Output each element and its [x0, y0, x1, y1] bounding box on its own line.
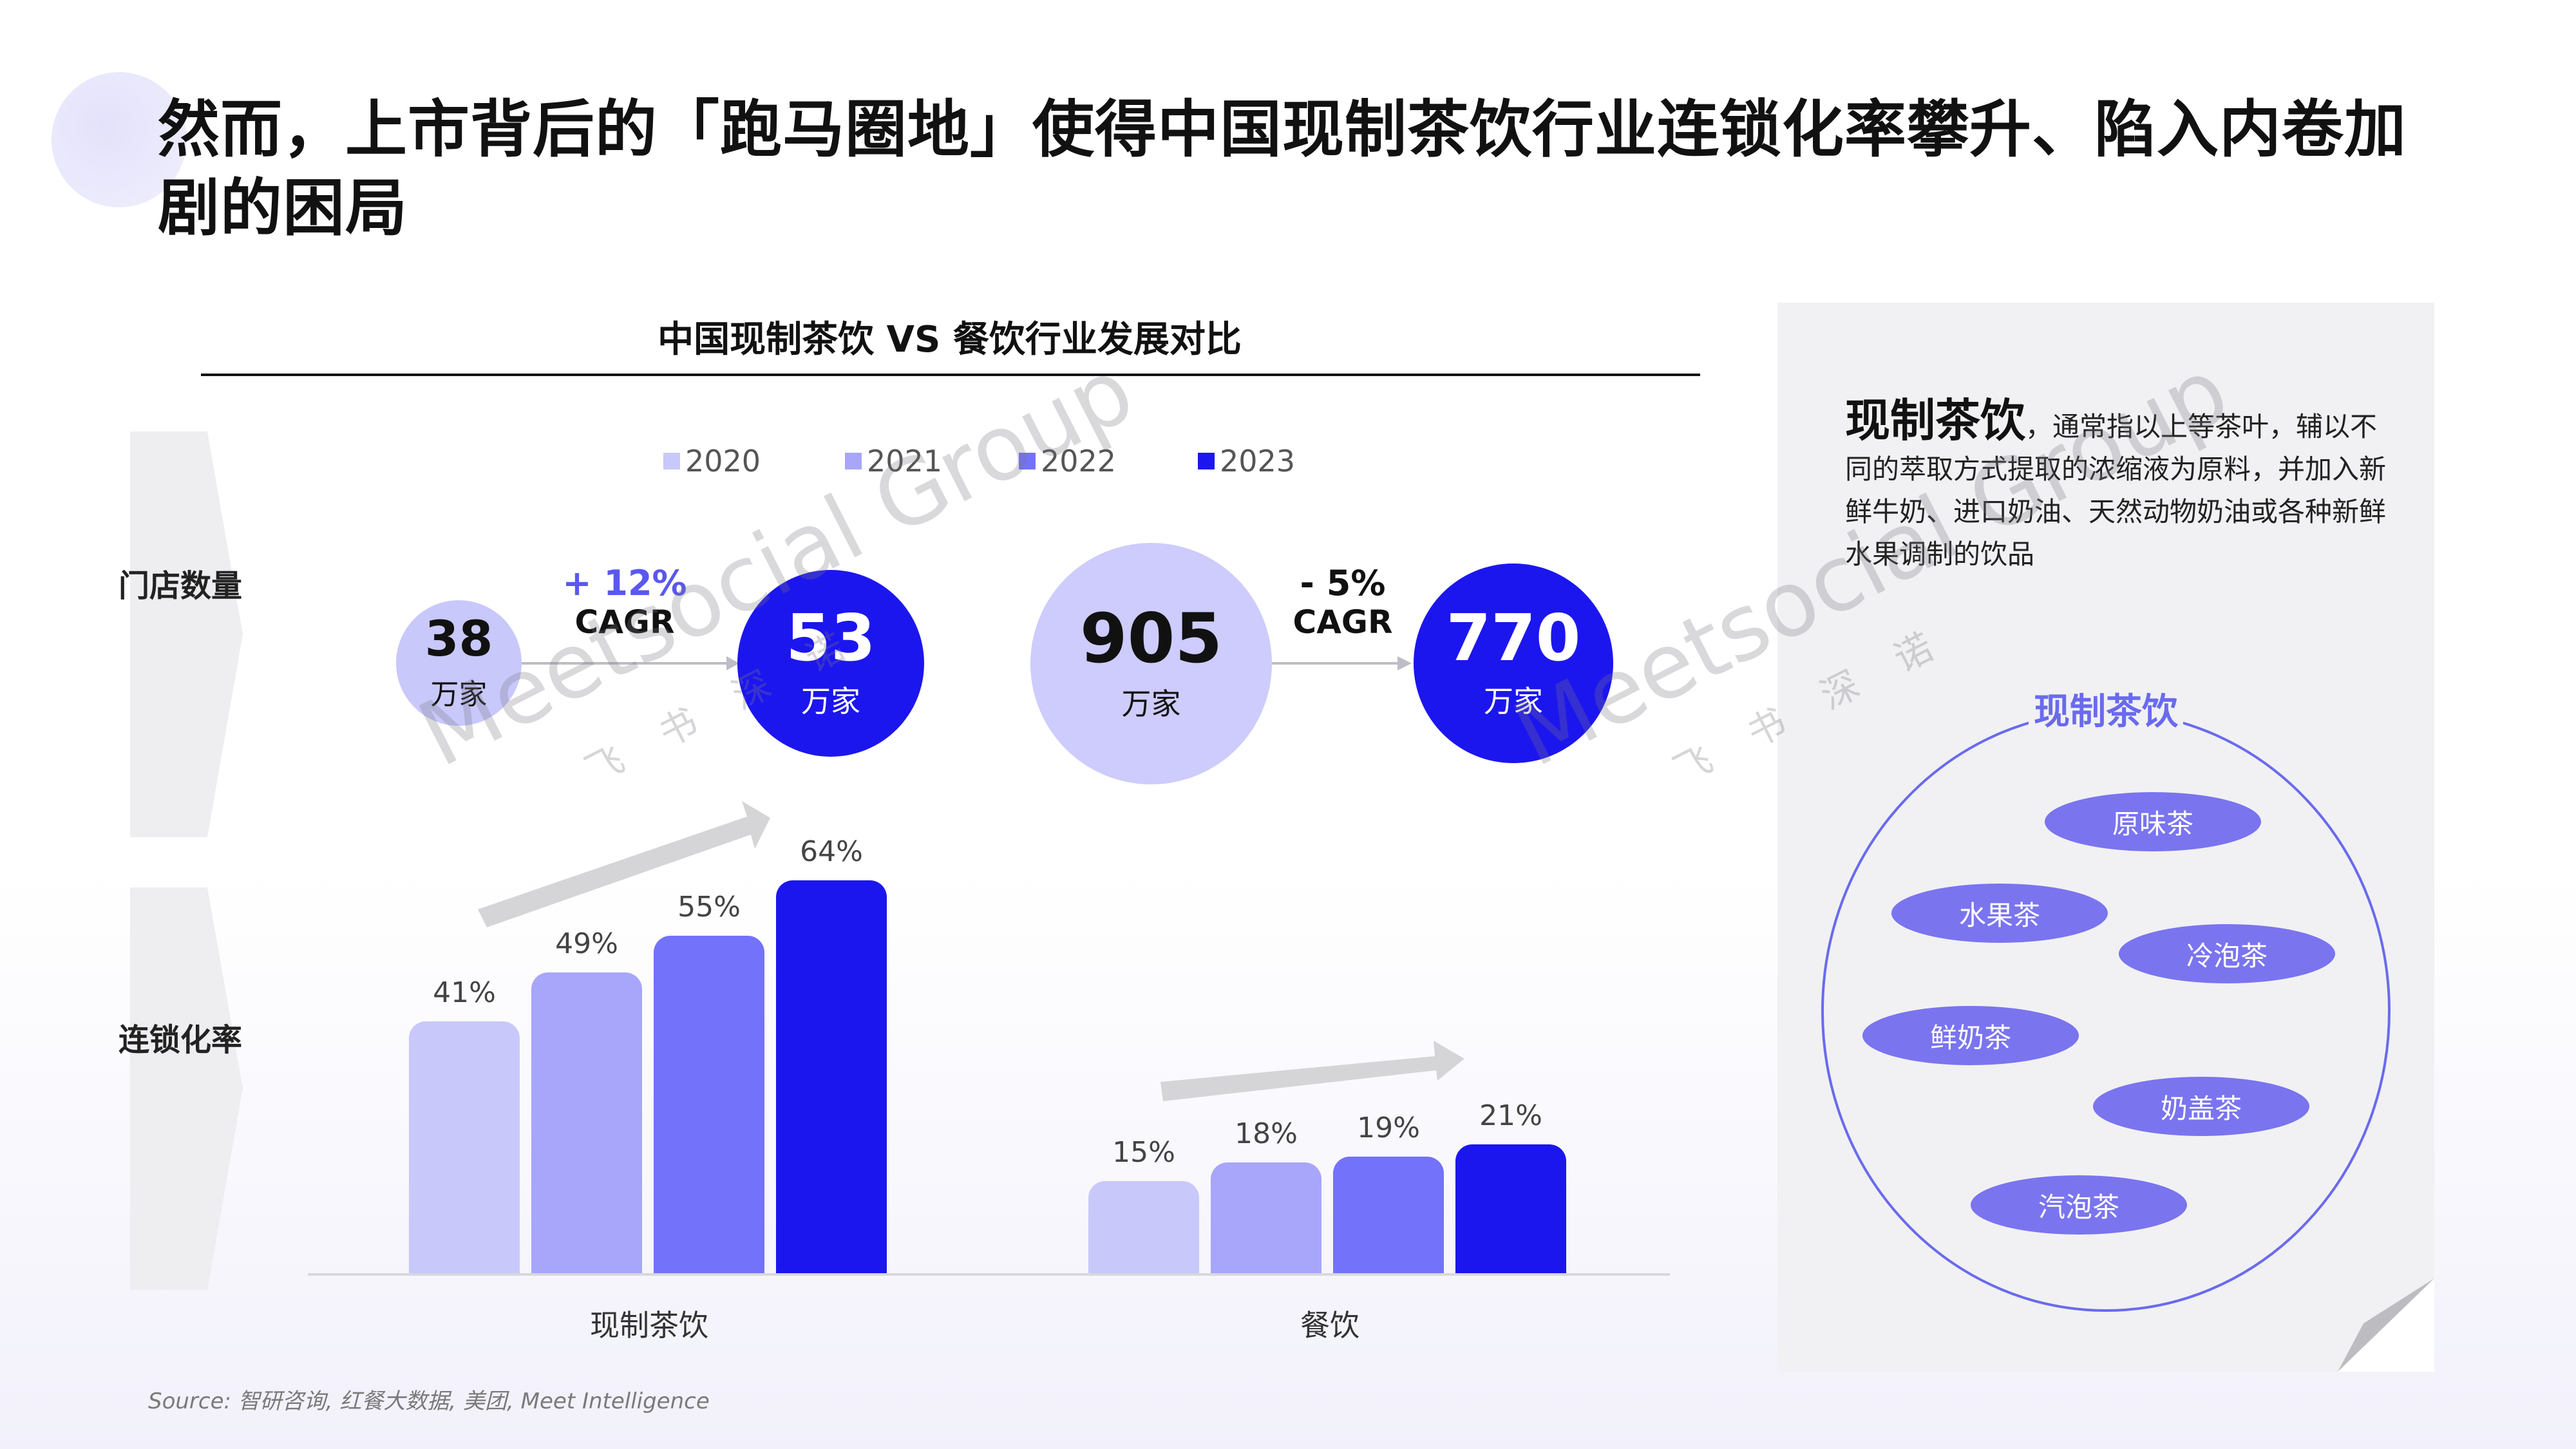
legend-swatch	[845, 453, 862, 469]
source-note: Source: 智研咨询, 红餐大数据, 美团, Meet Intelligen…	[148, 1388, 710, 1414]
legend-item-2021: 2021	[845, 443, 942, 479]
tea-type-pill: 汽泡茶	[1971, 1175, 2187, 1235]
page-title: 然而，上市背后的「跑马圈地」使得中国现制茶饮行业连锁化率攀升、陷入内卷加剧的困局	[158, 93, 2407, 244]
decorative-circle	[52, 72, 187, 207]
tea-type-pill: 鲜奶茶	[1862, 1006, 2079, 1065]
tea-type-pill: 冷泡茶	[2119, 924, 2335, 983]
definition-body: ，通常指以上等茶叶，辅以不同的萃取方式提取的浓缩液为原料，并加入新鲜牛奶、进口奶…	[1845, 411, 2387, 570]
row-label-chain-rate: 连锁化率	[118, 1022, 243, 1058]
growth-tea: + 12% CAGR	[562, 563, 687, 641]
bubble-tea-2023: 53 万家	[737, 570, 924, 757]
definition-text: 现制茶饮，通常指以上等茶叶，辅以不同的萃取方式提取的浓缩液为原料，并加入新鲜牛奶…	[1845, 398, 2392, 576]
legend-item-2022: 2022	[1019, 443, 1116, 479]
legend-swatch	[1198, 453, 1215, 469]
types-circle-title: 现制茶饮	[2029, 683, 2183, 735]
legend-swatch	[1019, 453, 1036, 469]
row-label-chain-rate-bg	[130, 887, 243, 1290]
row-label-stores: 门店数量	[118, 568, 243, 604]
tea-type-pill: 水果茶	[1891, 884, 2108, 943]
chart-baseline	[308, 1273, 1670, 1276]
title-divider	[201, 374, 1700, 376]
definition-term: 现制茶饮	[1845, 394, 2025, 447]
category-label-dining: 餐饮	[1300, 1308, 1359, 1343]
tea-type-pill: 奶盖茶	[2093, 1077, 2309, 1136]
legend-item-2023: 2023	[1198, 443, 1295, 479]
growth-dining: - 5% CAGR	[1293, 563, 1393, 641]
category-label-tea: 现制茶饮	[590, 1308, 708, 1343]
bubble-dining-2023: 770 万家	[1414, 564, 1613, 763]
bubble-dining-2020: 905 万家	[1030, 543, 1272, 784]
tea-type-pill: 原味茶	[2045, 792, 2261, 851]
bubble-tea-2020: 38 万家	[396, 600, 522, 726]
row-label-stores-bg	[130, 431, 243, 837]
legend-item-2020: 2020	[663, 443, 761, 479]
legend-swatch	[663, 453, 680, 469]
panel-corner-fold	[2338, 1278, 2434, 1372]
chart-title: 中国现制茶饮 VS 餐饮行业发展对比	[658, 319, 1242, 361]
